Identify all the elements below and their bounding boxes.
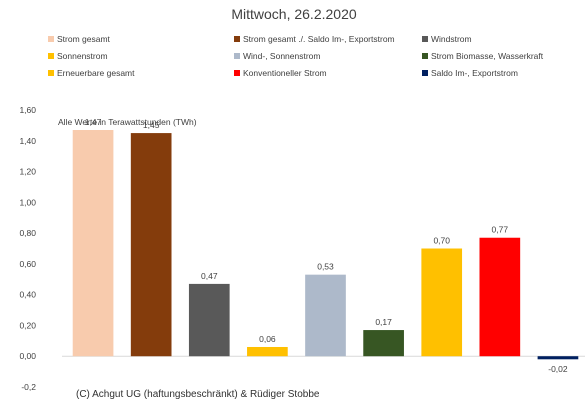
bar bbox=[188, 283, 230, 357]
legend-item: Strom gesamt ./. Saldo Im-, Exportstrom bbox=[234, 34, 395, 44]
y-tick-label: -0,2 bbox=[21, 382, 36, 392]
legend-swatch bbox=[234, 36, 240, 42]
legend-item: Wind-, Sonnenstrom bbox=[234, 51, 320, 61]
y-tick-label: 0,60 bbox=[19, 259, 36, 269]
legend-label: Sonnenstrom bbox=[57, 51, 108, 61]
bar bbox=[363, 330, 404, 357]
unit-note: Alle Werte in Terawattstunden (TWh) bbox=[58, 117, 197, 127]
legend-item: Strom gesamt bbox=[48, 34, 110, 44]
legend-swatch bbox=[48, 70, 54, 76]
y-tick-label: 1,20 bbox=[19, 167, 36, 177]
legend-item: Strom Biomasse, Wasserkraft bbox=[422, 51, 543, 61]
data-label: -0,02 bbox=[548, 364, 568, 374]
legend-label: Konventioneller Strom bbox=[243, 68, 327, 78]
legend-label: Windstrom bbox=[431, 34, 472, 44]
legend-label: Strom gesamt bbox=[57, 34, 110, 44]
bar bbox=[479, 237, 521, 357]
copyright-footer: (C) Achgut UG (haftungsbeschränkt) & Rüd… bbox=[76, 389, 320, 400]
legend-label: Strom gesamt ./. Saldo Im-, Exportstrom bbox=[243, 34, 395, 44]
legend-item: Sonnenstrom bbox=[48, 51, 108, 61]
legend-swatch bbox=[48, 53, 54, 59]
data-label: 0,06 bbox=[259, 334, 276, 344]
legend-swatch bbox=[48, 36, 54, 42]
legend-item: Konventioneller Strom bbox=[234, 68, 327, 78]
y-tick-label: 1,40 bbox=[19, 136, 36, 146]
legend-swatch bbox=[234, 53, 240, 59]
legend-swatch bbox=[234, 70, 240, 76]
legend-item: Saldo Im-, Exportstrom bbox=[422, 68, 518, 78]
data-label: 1,45 bbox=[143, 120, 160, 130]
bar bbox=[537, 356, 579, 360]
y-tick-label: 0,40 bbox=[19, 290, 36, 300]
chart-title: Mittwoch, 26.2.2020 bbox=[231, 6, 357, 22]
legend-label: Wind-, Sonnenstrom bbox=[243, 51, 321, 61]
data-label: 0,53 bbox=[317, 262, 334, 272]
data-label: 0,47 bbox=[201, 271, 218, 281]
bar bbox=[72, 130, 114, 357]
legend-swatch bbox=[422, 53, 428, 59]
y-tick-label: 0,80 bbox=[19, 228, 36, 238]
legend-item: Erneuerbare gesamt bbox=[48, 68, 135, 78]
legend-label: Strom Biomasse, Wasserkraft bbox=[431, 51, 544, 61]
bar bbox=[130, 133, 172, 357]
bar bbox=[305, 274, 346, 357]
legend-swatch bbox=[422, 70, 428, 76]
y-tick-label: 1,60 bbox=[19, 105, 36, 115]
data-label: 1,47 bbox=[85, 117, 102, 127]
y-tick-label: 0,20 bbox=[19, 320, 36, 330]
legend-label: Erneuerbare gesamt bbox=[57, 68, 135, 78]
data-label: 0,77 bbox=[492, 225, 509, 235]
y-tick-label: 1,00 bbox=[19, 197, 36, 207]
data-label: 0,70 bbox=[433, 236, 450, 246]
legend-label: Saldo Im-, Exportstrom bbox=[431, 68, 518, 78]
bar bbox=[421, 248, 463, 357]
legend-swatch bbox=[422, 36, 428, 42]
legend-item: Windstrom bbox=[422, 34, 472, 44]
bar bbox=[247, 346, 288, 357]
y-tick-label: 0,00 bbox=[19, 351, 36, 361]
data-label: 0,17 bbox=[375, 317, 392, 327]
